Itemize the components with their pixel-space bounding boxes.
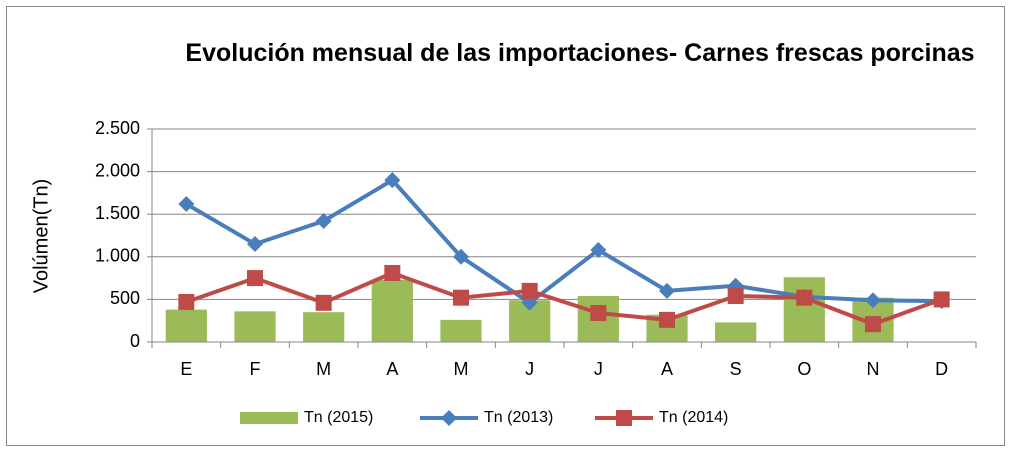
x-tick-label: A <box>386 359 398 379</box>
marker <box>865 316 881 333</box>
marker <box>384 172 401 189</box>
x-tick-label: F <box>250 359 261 379</box>
x-tick-label: J <box>594 359 603 379</box>
chart-border <box>6 6 1005 446</box>
legend-marker <box>441 410 457 426</box>
bar <box>303 312 345 342</box>
y-tick-label: 2.500 <box>95 118 140 138</box>
marker <box>865 292 881 309</box>
marker <box>247 270 263 287</box>
y-axis-label: Volúmen(Tn) <box>30 179 52 294</box>
marker <box>178 293 195 310</box>
bar <box>440 319 482 342</box>
line <box>185 178 942 305</box>
x-tick-label: O <box>797 359 811 379</box>
x-tick-label: M <box>316 359 331 379</box>
legend-label: Tn (2015) <box>304 409 373 426</box>
x-tick-label: M <box>454 359 469 379</box>
legend-marker <box>616 410 632 426</box>
legend-swatch <box>240 412 298 424</box>
bar <box>165 309 207 342</box>
marker <box>659 282 675 299</box>
marker <box>796 289 813 306</box>
bar <box>234 311 276 342</box>
marker <box>384 264 401 281</box>
x-tick-label: J <box>525 359 534 379</box>
y-tick-label: 1.500 <box>95 203 140 223</box>
y-tick-label: 2.000 <box>95 160 140 180</box>
x-tick-label: E <box>180 359 192 379</box>
chart-title: Evolución mensual de las importaciones- … <box>185 39 975 67</box>
marker <box>933 291 950 308</box>
marker <box>453 248 469 265</box>
x-tick-label: S <box>730 359 742 379</box>
bar <box>371 279 413 342</box>
y-tick-label: 1.000 <box>95 246 140 266</box>
bar <box>715 322 757 342</box>
marker <box>590 305 607 322</box>
x-tick-label: N <box>867 359 880 379</box>
marker <box>247 236 263 253</box>
marker <box>453 289 469 306</box>
marker <box>521 282 538 299</box>
x-tick-label: D <box>935 359 948 379</box>
line <box>185 270 943 327</box>
marker <box>659 311 675 328</box>
y-tick-label: 0 <box>130 331 140 351</box>
y-tick-label: 500 <box>110 288 140 308</box>
legend-label: Tn (2014) <box>659 409 728 426</box>
marker <box>315 213 332 230</box>
legend-label: Tn (2013) <box>484 409 553 426</box>
marker <box>727 287 744 304</box>
bar <box>783 277 825 342</box>
x-tick-label: A <box>661 359 673 379</box>
marker <box>315 294 332 311</box>
marker <box>590 241 607 258</box>
marker <box>178 195 195 212</box>
